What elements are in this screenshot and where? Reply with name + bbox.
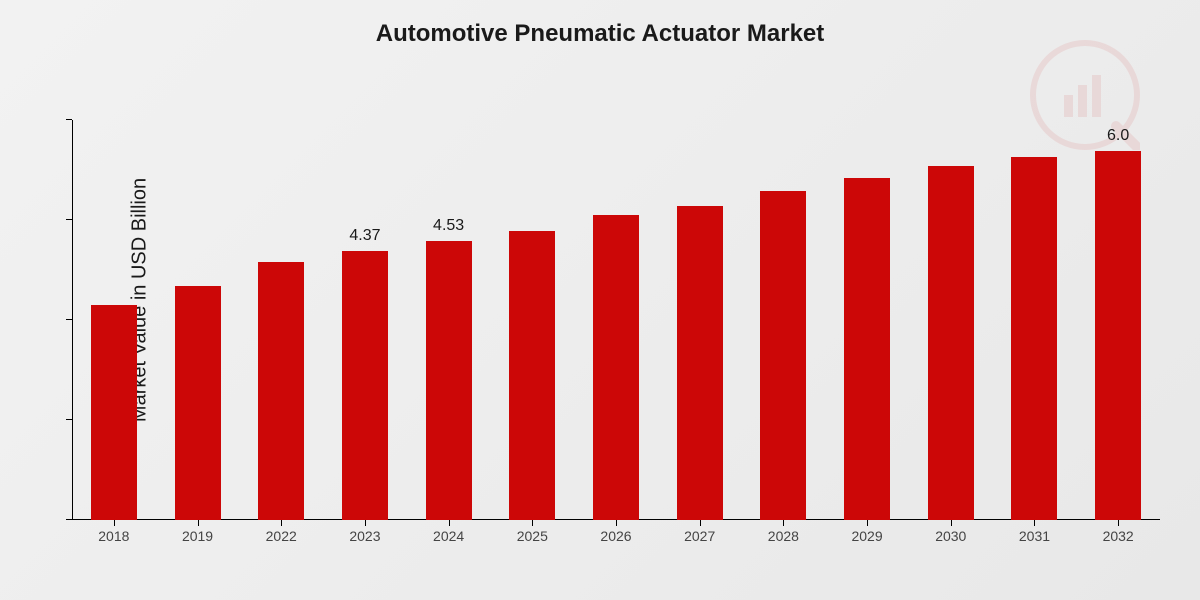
bar <box>1095 151 1141 520</box>
x-tick-label: 2025 <box>517 528 548 544</box>
bars-group: 4.37 4.53 6.0 <box>72 120 1160 520</box>
x-tick-label: 2019 <box>182 528 213 544</box>
x-tick <box>616 520 617 526</box>
bar <box>342 251 388 520</box>
x-tick-label: 2031 <box>1019 528 1050 544</box>
chart-title: Automotive Pneumatic Actuator Market <box>0 20 1200 48</box>
bar <box>1011 157 1057 520</box>
bar <box>844 178 890 520</box>
x-tick-label: 2029 <box>851 528 882 544</box>
x-tick <box>951 520 952 526</box>
x-tick <box>700 520 701 526</box>
x-tick <box>281 520 282 526</box>
x-tick-label: 2032 <box>1103 528 1134 544</box>
x-tick-label: 2028 <box>768 528 799 544</box>
bar-value-label: 4.53 <box>433 217 464 235</box>
x-axis-ticks <box>72 520 1160 526</box>
x-tick <box>867 520 868 526</box>
bar-value-label: 4.37 <box>349 227 380 245</box>
bar <box>677 206 723 520</box>
x-tick <box>1118 520 1119 526</box>
chart-container: Automotive Pneumatic Actuator Market Mar… <box>0 0 1200 600</box>
bar <box>175 286 221 520</box>
x-tick <box>198 520 199 526</box>
x-tick-label: 2026 <box>600 528 631 544</box>
x-tick-label: 2027 <box>684 528 715 544</box>
x-axis-labels: 2018 2019 2022 2023 2024 2025 2026 2027 2028 2029… <box>72 528 1160 548</box>
x-tick-label: 2030 <box>935 528 966 544</box>
x-tick <box>114 520 115 526</box>
x-tick <box>783 520 784 526</box>
x-tick <box>1034 520 1035 526</box>
bar <box>760 191 806 520</box>
x-tick-label: 2023 <box>349 528 380 544</box>
x-tick-label: 2022 <box>266 528 297 544</box>
x-tick-label: 2024 <box>433 528 464 544</box>
x-tick <box>532 520 533 526</box>
bar <box>426 241 472 520</box>
bar <box>509 231 555 520</box>
bar <box>258 262 304 520</box>
plot-area: 4.374.536.0 2018201920222023202420252026… <box>72 120 1160 520</box>
x-tick-label: 2018 <box>98 528 129 544</box>
bar <box>928 166 974 520</box>
bar-value-label: 6.0 <box>1107 127 1129 145</box>
bar <box>593 215 639 520</box>
bar <box>91 305 137 520</box>
x-tick <box>449 520 450 526</box>
x-tick <box>365 520 366 526</box>
